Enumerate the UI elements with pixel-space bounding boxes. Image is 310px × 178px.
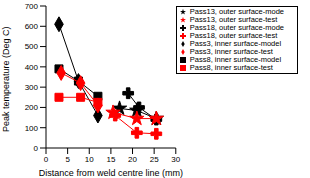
svg-text:15: 15 [106, 155, 115, 164]
svg-text:500: 500 [25, 42, 39, 51]
html-text:Pass3, inner surface-test: Pass3, inner surface-test [189, 47, 273, 56]
svg-text:30: 30 [171, 155, 180, 164]
svg-text:0: 0 [34, 144, 39, 153]
svg-text:20: 20 [128, 155, 137, 164]
svg-text:300: 300 [25, 83, 39, 92]
svg-text:700: 700 [25, 2, 39, 11]
html-text:Pass8, inner surface-test: Pass8, inner surface-test [189, 63, 273, 72]
svg-text:0: 0 [44, 155, 49, 164]
svg-text:100: 100 [25, 124, 39, 133]
svg-text:Distance from weld centre line: Distance from weld centre line (mm) [39, 168, 183, 178]
svg-text:10: 10 [85, 155, 94, 164]
html-text:Pass8, inner surface-model: Pass8, inner surface-model [189, 55, 282, 64]
html-text:Pass3, inner surface-model: Pass3, inner surface-model [189, 39, 282, 48]
svg-text:5: 5 [65, 155, 70, 164]
svg-text:25: 25 [150, 155, 159, 164]
svg-text:200: 200 [25, 103, 39, 112]
html-text:Pass13, outer surface-mode: Pass13, outer surface-mode [189, 7, 284, 16]
html-text:Pass13, outer surface-test: Pass13, outer surface-test [189, 15, 278, 24]
html-text:Pass18, outer surface-mode: Pass18, outer surface-mode [189, 23, 284, 32]
html-text:Pass18, outer surface-test: Pass18, outer surface-test [189, 31, 278, 40]
svg-text:Peak temperature (Deg C): Peak temperature (Deg C) [8, 26, 11, 132]
svg-text:600: 600 [25, 22, 39, 31]
svg-text:400: 400 [25, 63, 39, 72]
